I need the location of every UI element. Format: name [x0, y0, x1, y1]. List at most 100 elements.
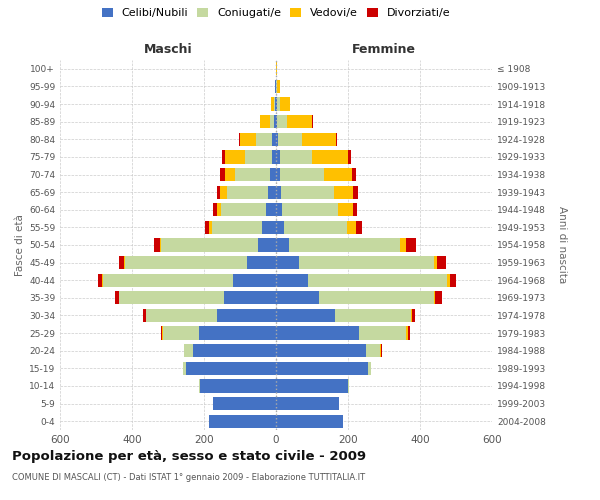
Bar [103, 274, 233, 287]
Bar [276, 397, 339, 410]
Bar [334, 186, 353, 198]
Bar [356, 221, 362, 234]
Bar [276, 274, 308, 287]
Bar [199, 326, 276, 340]
Bar [353, 186, 358, 198]
Bar [266, 203, 276, 216]
Bar [400, 238, 406, 252]
Bar [212, 221, 262, 234]
Bar [276, 362, 368, 375]
Bar [224, 291, 276, 304]
Bar [335, 309, 411, 322]
Bar [289, 238, 400, 252]
Bar [280, 150, 312, 164]
Bar [277, 98, 280, 110]
Bar [239, 132, 240, 146]
Bar [220, 186, 227, 198]
Text: Femmine: Femmine [352, 44, 416, 57]
Bar [200, 380, 276, 392]
Bar [276, 98, 277, 110]
Bar [381, 344, 382, 358]
Bar [406, 238, 416, 252]
Bar [276, 186, 281, 198]
Bar [281, 186, 334, 198]
Bar [276, 132, 278, 146]
Bar [277, 115, 287, 128]
Bar [163, 326, 199, 340]
Legend: Celibi/Nubili, Coniugati/e, Vedovi/e, Divorziati/e: Celibi/Nubili, Coniugati/e, Vedovi/e, Di… [97, 4, 455, 23]
Bar [217, 203, 221, 216]
Bar [260, 115, 270, 128]
Bar [280, 98, 290, 110]
Bar [347, 221, 356, 234]
Bar [436, 291, 442, 304]
Bar [247, 256, 276, 269]
Bar [240, 132, 256, 146]
Bar [284, 221, 347, 234]
Bar [412, 309, 415, 322]
Bar [119, 291, 224, 304]
Bar [275, 80, 276, 93]
Bar [275, 98, 276, 110]
Bar [278, 132, 302, 146]
Bar [245, 150, 272, 164]
Bar [217, 309, 276, 322]
Bar [274, 98, 275, 110]
Bar [98, 274, 103, 287]
Bar [235, 168, 269, 181]
Bar [359, 326, 406, 340]
Bar [268, 186, 276, 198]
Bar [272, 150, 276, 164]
Bar [283, 203, 338, 216]
Bar [269, 168, 276, 181]
Bar [409, 326, 410, 340]
Bar [276, 326, 359, 340]
Bar [199, 380, 200, 392]
Bar [186, 362, 276, 375]
Bar [233, 274, 276, 287]
Bar [276, 414, 343, 428]
Bar [276, 309, 335, 322]
Bar [434, 291, 436, 304]
Bar [434, 256, 437, 269]
Bar [205, 221, 209, 234]
Bar [308, 274, 447, 287]
Bar [338, 203, 353, 216]
Bar [276, 62, 277, 76]
Bar [276, 291, 319, 304]
Bar [160, 238, 161, 252]
Bar [119, 256, 124, 269]
Bar [277, 80, 280, 93]
Bar [217, 186, 220, 198]
Bar [220, 168, 224, 181]
Bar [319, 291, 434, 304]
Bar [302, 132, 336, 146]
Bar [270, 115, 274, 128]
Bar [213, 397, 276, 410]
Bar [276, 380, 348, 392]
Bar [272, 132, 276, 146]
Bar [276, 344, 366, 358]
Bar [262, 221, 276, 234]
Bar [276, 221, 284, 234]
Bar [276, 238, 289, 252]
Bar [348, 380, 349, 392]
Bar [125, 256, 247, 269]
Bar [161, 238, 258, 252]
Bar [348, 150, 351, 164]
Bar [276, 150, 280, 164]
Bar [183, 362, 186, 375]
Bar [146, 309, 217, 322]
Bar [287, 115, 313, 128]
Bar [224, 168, 235, 181]
Y-axis label: Fasce di età: Fasce di età [15, 214, 25, 276]
Bar [450, 274, 457, 287]
Bar [162, 326, 163, 340]
Bar [221, 203, 266, 216]
Bar [276, 256, 299, 269]
Bar [209, 414, 276, 428]
Bar [299, 256, 434, 269]
Bar [256, 132, 272, 146]
Bar [154, 238, 160, 252]
Bar [353, 203, 357, 216]
